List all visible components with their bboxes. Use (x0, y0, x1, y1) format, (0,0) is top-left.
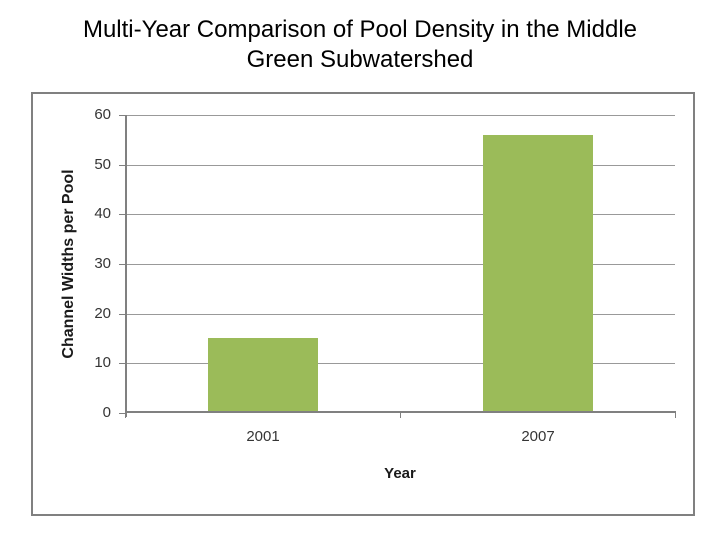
gridline (125, 165, 675, 166)
x-axis-title: Year (384, 465, 416, 482)
gridline (125, 214, 675, 215)
x-category-label: 2001 (246, 428, 280, 445)
y-tick-label: 20 (94, 305, 111, 322)
y-tick-label: 40 (94, 205, 111, 222)
y-tick (119, 214, 125, 215)
y-tick (119, 363, 125, 364)
chart-frame: Channel Widths per Pool 0 10 20 30 40 50 60 200… (31, 92, 695, 516)
y-tick (119, 165, 125, 166)
y-tick-label: 30 (94, 255, 111, 272)
y-tick (119, 413, 125, 414)
y-tick (119, 264, 125, 265)
x-tick (675, 413, 676, 418)
y-axis-line (125, 115, 127, 417)
y-tick (119, 314, 125, 315)
slide-title-line-2: Green Subwatershed (246, 46, 474, 73)
y-tick-label: 50 (94, 156, 111, 173)
x-tick (125, 413, 126, 418)
x-tick (400, 413, 401, 418)
y-tick (119, 115, 125, 116)
gridline (125, 264, 675, 265)
plot-area: 0 10 20 30 40 50 60 2001 2007 (94, 106, 676, 445)
slide-title: Multi-Year Comparison of Pool Density in… (0, 15, 720, 75)
slide-title-line-1: Multi-Year Comparison of Pool Density in… (82, 16, 638, 43)
x-category-label: 2007 (521, 428, 555, 445)
y-tick-label: 10 (94, 354, 111, 371)
bar-2007 (483, 135, 593, 413)
y-tick-label: 60 (94, 106, 111, 123)
gridline (125, 363, 675, 364)
y-tick-label: 0 (102, 404, 111, 421)
bar-2001 (208, 338, 318, 413)
gridline (125, 115, 675, 116)
x-axis-line (125, 411, 676, 413)
gridline (125, 314, 675, 315)
